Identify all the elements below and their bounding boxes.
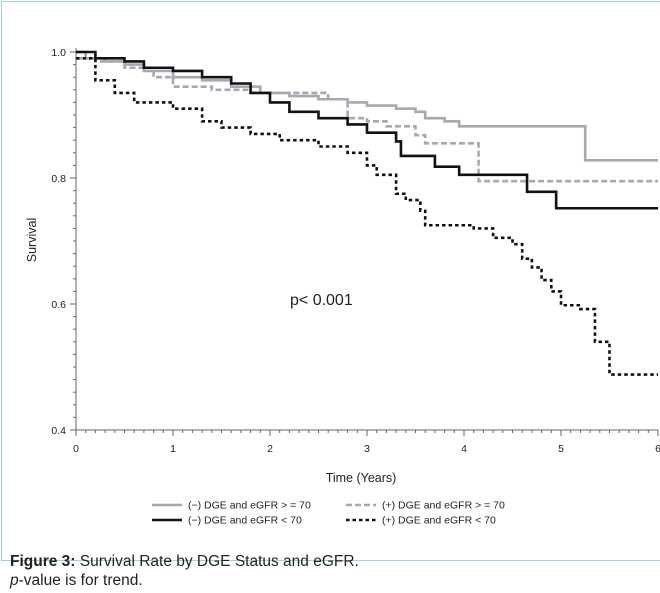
x-tick-label: 1 (170, 443, 176, 455)
chart-series (76, 50, 658, 376)
legend-label: (−) DGE and eGFR > = 70 (188, 500, 311, 512)
y-tick-label: 0.8 (51, 173, 66, 185)
series-line-4 (76, 57, 658, 376)
y-axis-label: Survival (25, 218, 39, 262)
legend-label: (−) DGE and eGFR < 70 (188, 515, 302, 527)
pvalue-italic: p (10, 572, 19, 589)
caption-line-2: p-value is for trend. (10, 571, 650, 590)
chart-axes: 0 1 2 3 4 5 6 0.4 0.6 0.8 1.0 (51, 47, 660, 455)
survival-chart: 0 1 2 3 4 5 6 0.4 0.6 0.8 1.0 Survival Time (Years… (25, 47, 660, 527)
series-line-3 (76, 50, 658, 210)
x-tick-label: 6 (655, 443, 660, 455)
p-value-annotation: p< 0.001 (290, 292, 353, 309)
legend-label: (+) DGE and eGFR < 70 (382, 515, 496, 527)
figure-caption: Figure 3: Survival Rate by DGE Status an… (10, 552, 650, 590)
figure-label: Figure 3: (10, 553, 76, 570)
x-tick-label: 3 (364, 443, 370, 455)
caption-line-1: Figure 3: Survival Rate by DGE Status an… (10, 552, 650, 571)
x-tick-label: 4 (461, 443, 467, 455)
y-tick-label: 1.0 (51, 47, 66, 59)
x-tick-label: 5 (558, 443, 564, 455)
series-line-2 (76, 57, 658, 183)
figure-text: Survival Rate by DGE Status and eGFR. (75, 553, 359, 570)
figure-frame (1, 1, 660, 561)
series-line-1 (76, 50, 658, 162)
y-tick-label: 0.4 (51, 425, 66, 437)
pvalue-text: -value is for trend. (18, 572, 143, 589)
chart-legend: (−) DGE and eGFR > = 70 (+) DGE and eGFR … (152, 500, 505, 527)
x-tick-label: 2 (267, 443, 273, 455)
x-tick-label: 0 (73, 443, 79, 455)
y-tick-label: 0.6 (51, 299, 66, 311)
legend-label: (+) DGE and eGFR > = 70 (382, 500, 505, 512)
x-axis-label: Time (Years) (326, 471, 397, 485)
